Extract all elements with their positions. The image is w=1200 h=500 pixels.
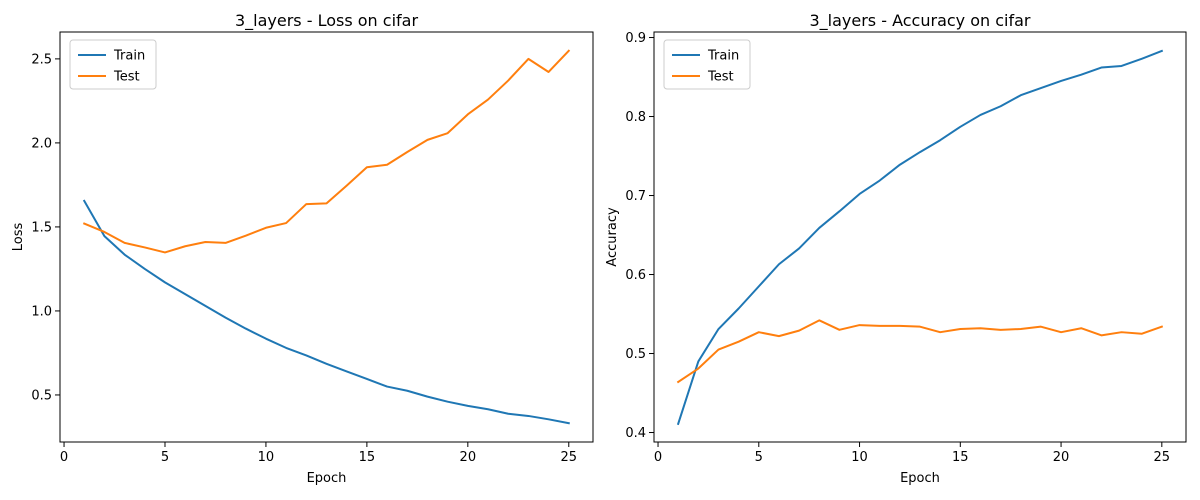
accuracy-legend: Train Test [663, 39, 751, 90]
loss-x-tick-label: 15 [359, 450, 376, 465]
accuracy-x-tick-label: 10 [851, 450, 868, 465]
loss-plot-frame [59, 31, 594, 443]
loss-legend-box [69, 39, 157, 90]
loss-x-tick-label: 0 [60, 450, 68, 465]
loss-y-tick-label: 1.0 [31, 304, 52, 319]
loss-x-tick-label: 25 [560, 450, 577, 465]
loss-y-tick-label: 1.5 [31, 220, 52, 235]
loss-series-train-line [82, 199, 570, 425]
loss-y-tick-label: 2.5 [31, 52, 52, 67]
loss-legend: Train Test [69, 39, 157, 90]
loss-y-axis-label: Loss [11, 223, 26, 252]
accuracy-y-tick-label: 0.7 [625, 189, 646, 204]
accuracy-x-tick-label: 0 [654, 450, 662, 465]
loss-y-tick-label: 2.0 [31, 136, 52, 151]
loss-x-axis-label: Epoch [307, 471, 347, 486]
accuracy-x-tick-label: 25 [1154, 450, 1171, 465]
accuracy-x-tick-label: 15 [952, 450, 969, 465]
loss-x-tick-label: 5 [161, 450, 169, 465]
accuracy-legend-label-train: Train [707, 49, 739, 64]
loss-legend-label-train: Train [113, 49, 145, 64]
accuracy-y-tick-label: 0.4 [625, 426, 646, 441]
accuracy-y-tick-label: 0.9 [625, 31, 646, 46]
loss-x-tick-label: 10 [258, 450, 275, 465]
accuracy-legend-box [663, 39, 751, 90]
accuracy-chart-title: 3_layers - Accuracy on cifar [809, 11, 1030, 31]
accuracy-y-tick-label: 0.8 [625, 110, 646, 125]
accuracy-y-axis-label: Accuracy [605, 207, 620, 267]
accuracy-x-axis-label: Epoch [900, 471, 940, 486]
accuracy-plot-frame [653, 31, 1187, 443]
accuracy-x-tick-label: 20 [1053, 450, 1070, 465]
accuracy-y-tick-label: 0.5 [625, 347, 646, 362]
accuracy-chart: 3_layers - Accuracy on cifar 0 5 10 15 20 25 0.… [605, 11, 1187, 486]
loss-x-tick-label: 20 [460, 450, 477, 465]
accuracy-y-tick-label: 0.6 [625, 268, 646, 283]
accuracy-series-train-line [676, 49, 1164, 426]
accuracy-series-test-line [676, 319, 1164, 384]
loss-chart: 3_layers - Loss on cifar 0 5 10 15 20 25 0.5 1.0… [11, 11, 594, 486]
loss-chart-title: 3_layers - Loss on cifar [235, 11, 418, 31]
loss-y-tick-label: 0.5 [31, 388, 52, 403]
accuracy-legend-label-test: Test [707, 70, 734, 85]
loss-legend-label-test: Test [113, 70, 140, 85]
loss-series-test-line [82, 49, 571, 254]
accuracy-x-tick-label: 5 [755, 450, 763, 465]
